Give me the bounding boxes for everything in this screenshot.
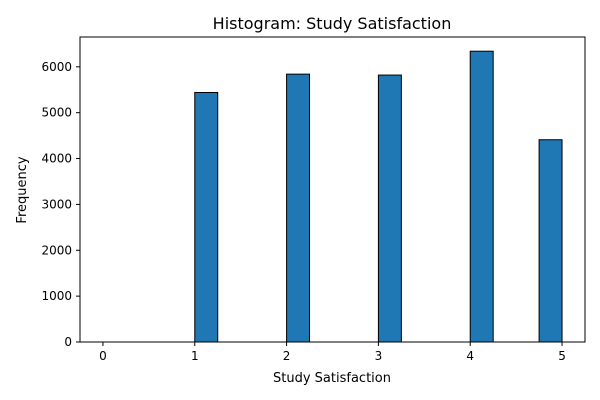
chart-title: Histogram: Study Satisfaction xyxy=(213,14,452,33)
histogram-bar xyxy=(194,91,219,343)
bars-group xyxy=(194,50,563,343)
plot-frame xyxy=(79,36,586,343)
histogram-bar xyxy=(538,139,563,343)
x-tick-label: 2 xyxy=(283,349,291,363)
histogram-bar xyxy=(469,50,494,343)
histogram-bar xyxy=(377,74,402,343)
x-tick-label: 5 xyxy=(558,349,566,363)
x-tick-label: 3 xyxy=(375,349,383,363)
y-tick-label: 2000 xyxy=(41,243,72,257)
x-tick-label: 1 xyxy=(191,349,199,363)
x-axis-label: Study Satisfaction xyxy=(273,371,391,386)
y-tick-label: 6000 xyxy=(41,60,72,74)
x-axis-ticks: 0 1 2 3 4 5 xyxy=(99,342,566,363)
x-tick-label: 0 xyxy=(99,349,107,363)
y-tick-label: 5000 xyxy=(41,106,72,120)
y-axis-label: Frequency xyxy=(15,156,30,223)
histogram-bar xyxy=(286,73,311,343)
y-tick-label: 0 xyxy=(64,335,72,349)
y-tick-label: 3000 xyxy=(41,197,72,211)
y-tick-label: 1000 xyxy=(41,289,72,303)
y-tick-label: 4000 xyxy=(41,152,72,166)
x-tick-label: 4 xyxy=(466,349,474,363)
y-axis-ticks: 0 1000 2000 3000 4000 5000 6000 xyxy=(41,60,80,349)
